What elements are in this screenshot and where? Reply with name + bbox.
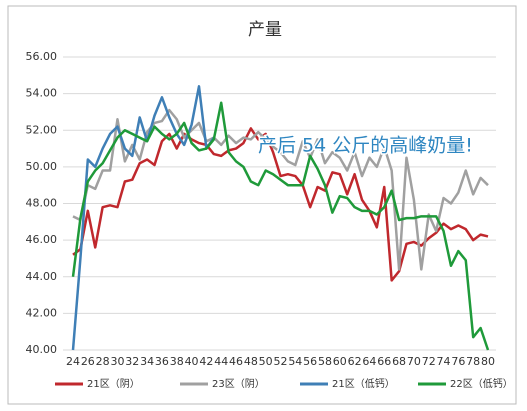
legend-label: 21区（阴）: [87, 378, 140, 390]
y-tick-label: 40.00: [26, 343, 58, 356]
x-tick-label: 30: [110, 355, 124, 368]
series-line: [72, 108, 489, 271]
y-tick-label: 52.00: [26, 123, 58, 136]
y-tick-label: 42.00: [26, 306, 58, 319]
x-tick-label: 60: [333, 355, 347, 368]
x-tick-label: 26: [81, 355, 95, 368]
y-tick-label: 56.00: [26, 50, 58, 63]
series-line: [71, 85, 215, 351]
x-tick-label: 78: [466, 355, 480, 368]
x-tick-label: 74: [437, 355, 451, 368]
chart-title: 产量: [248, 20, 282, 40]
y-tick-label: 44.00: [26, 270, 58, 283]
x-tick-label: 72: [422, 355, 436, 368]
x-tick-label: 64: [362, 355, 376, 368]
x-tick-label: 44: [214, 355, 228, 368]
x-tick-label: 48: [244, 355, 258, 368]
x-tick-label: 56: [303, 355, 317, 368]
x-tick-label: 46: [229, 355, 243, 368]
y-tick-label: 46.00: [26, 233, 58, 246]
x-tick-label: 52: [274, 355, 288, 368]
x-tick-label: 34: [140, 355, 154, 368]
x-tick-label: 62: [348, 355, 362, 368]
y-tick-label: 54.00: [26, 87, 58, 100]
y-tick-label: 50.00: [26, 160, 58, 173]
y-tick-label: 48.00: [26, 197, 58, 210]
x-tick-label: 50: [259, 355, 273, 368]
annotation: 产后 54 公斤的高峰奶量!: [258, 135, 473, 157]
x-tick-label: 24: [66, 355, 80, 368]
x-tick-label: 28: [96, 355, 110, 368]
x-tick-label: 66: [377, 355, 391, 368]
x-tick-label: 68: [392, 355, 406, 368]
chart-border: [7, 5, 517, 405]
x-tick-label: 36: [155, 355, 169, 368]
x-tick-label: 38: [170, 355, 184, 368]
legend-label: 23区（阴）: [212, 378, 265, 390]
x-tick-label: 70: [407, 355, 421, 368]
legend-label: 21区（低钙）: [332, 377, 395, 390]
x-tick-label: 32: [125, 355, 139, 368]
x-tick-label: 80: [481, 355, 495, 368]
legend-label: 22区（低钙）: [450, 377, 513, 390]
x-tick-label: 54: [288, 355, 302, 368]
series-line: [71, 101, 490, 351]
x-tick-label: 42: [199, 355, 213, 368]
x-tick-label: 40: [185, 355, 199, 368]
x-tick-label: 58: [318, 355, 332, 368]
x-tick-label: 76: [451, 355, 465, 368]
